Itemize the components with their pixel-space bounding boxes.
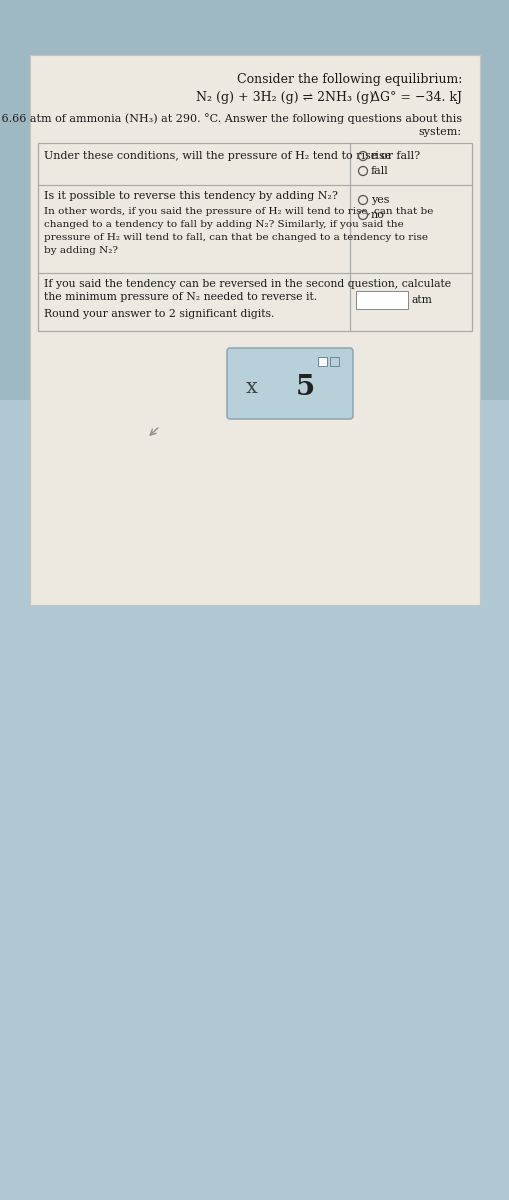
Text: If you said the tendency can be reversed in the second question, calculate: If you said the tendency can be reversed… [44, 278, 450, 289]
Text: Consider the following equilibrium:: Consider the following equilibrium: [236, 73, 461, 86]
Text: changed to a tendency to fall by adding N₂? Similarly, if you said the: changed to a tendency to fall by adding … [44, 220, 403, 229]
Text: Is it possible to reverse this tendency by adding N₂?: Is it possible to reverse this tendency … [44, 191, 337, 200]
Text: 5: 5 [295, 374, 314, 401]
Text: system:: system: [418, 127, 461, 137]
Text: no: no [370, 210, 384, 220]
Text: yes: yes [370, 194, 389, 205]
Text: rise: rise [370, 151, 391, 161]
Text: by adding N₂?: by adding N₂? [44, 246, 118, 254]
Bar [329, 358, 338, 366]
FancyBboxPatch shape [30, 55, 479, 605]
Bar [318, 358, 326, 366]
Bar [0, 0, 509, 400]
Text: ΔG° = −34. kJ: ΔG° = −34. kJ [370, 91, 461, 104]
Text: Under these conditions, will the pressure of H₂ tend to rise or fall?: Under these conditions, will the pressur… [44, 151, 419, 161]
Text: x: x [246, 378, 258, 397]
Bar [355, 290, 407, 308]
FancyBboxPatch shape [227, 348, 352, 419]
Text: Round your answer to 2 significant digits.: Round your answer to 2 significant digit… [44, 308, 274, 319]
Text: N₂ (g) + 3H₂ (g) ⇌ 2NH₃ (g): N₂ (g) + 3H₂ (g) ⇌ 2NH₃ (g) [195, 91, 373, 104]
Bar [38, 143, 471, 331]
Text: In other words, if you said the pressure of H₂ will tend to rise, can that be: In other words, if you said the pressure… [44, 206, 433, 216]
Text: pressure of H₂ will tend to fall, can that be changed to a tendency to rise: pressure of H₂ will tend to fall, can th… [44, 233, 427, 242]
Text: the minimum pressure of N₂ needed to reverse it.: the minimum pressure of N₂ needed to rev… [44, 292, 317, 302]
Text: fall: fall [370, 166, 388, 176]
Text: atm: atm [411, 295, 432, 305]
Text: Now suppose a reaction vessel is filled with 1.22 atm of hydrogen (H₂) and 6.66 : Now suppose a reaction vessel is filled … [0, 113, 461, 124]
